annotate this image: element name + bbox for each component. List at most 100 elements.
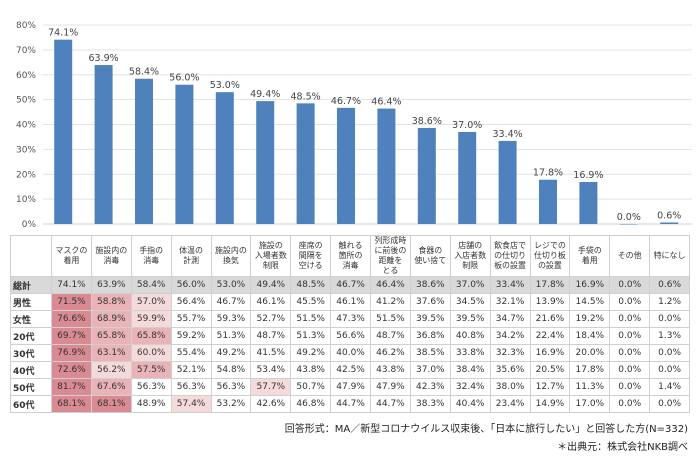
table-cell: 43.8% bbox=[370, 361, 411, 379]
table-cell: 71.5% bbox=[51, 293, 92, 311]
bar bbox=[417, 127, 436, 224]
table-cell: 13.9% bbox=[529, 293, 571, 311]
table-cell: 17.8% bbox=[569, 361, 611, 379]
bar bbox=[539, 179, 557, 224]
table-cell: 47.9% bbox=[370, 378, 411, 396]
table-cell: 48.7% bbox=[370, 327, 411, 345]
y-tick-label: 80% bbox=[16, 21, 36, 31]
table-cell: 68.1% bbox=[51, 395, 92, 413]
table-cell: 46.8% bbox=[290, 395, 332, 413]
table-cell: 65.8% bbox=[130, 327, 172, 345]
table-cell: 47.3% bbox=[330, 310, 371, 328]
table-cell: 44.7% bbox=[370, 395, 411, 413]
table-row: 50代 81.7% 67.6% 56.3% 56.3% 56.3% 57.7% 50.7% 47… bbox=[10, 378, 690, 396]
table-cell: 53.2% bbox=[210, 395, 252, 413]
table-cell: 41.2% bbox=[370, 293, 411, 311]
column-header: その他 bbox=[609, 235, 651, 277]
table-cell: 35.6% bbox=[489, 361, 531, 379]
table-cell: 37.0% bbox=[449, 276, 491, 294]
table-cell: 59.9% bbox=[130, 310, 172, 328]
row-label: 30代 bbox=[10, 344, 52, 362]
table-cell: 59.3% bbox=[210, 310, 252, 328]
data-label: 33.4% bbox=[493, 129, 523, 140]
table-cell: 38.4% bbox=[449, 361, 491, 379]
bar bbox=[94, 65, 113, 224]
data-label: 0.6% bbox=[657, 211, 681, 222]
table-cell: 56.6% bbox=[330, 327, 371, 345]
table-cell: 0.0% bbox=[649, 361, 690, 379]
table-cell: 63.9% bbox=[90, 276, 132, 294]
table-cell: 14.5% bbox=[569, 293, 611, 311]
table-cell: 45.5% bbox=[290, 293, 332, 311]
table-cell: 20.0% bbox=[569, 344, 611, 362]
row-label: 男性 bbox=[10, 293, 52, 311]
table-cell: 46.1% bbox=[330, 293, 371, 311]
table-row: 総計 74.1% 63.9% 58.4% 56.0% 53.0% 49.4% 48.5% 46.… bbox=[10, 276, 690, 294]
data-label: 37.0% bbox=[452, 120, 482, 131]
table-cell: 53.4% bbox=[250, 361, 292, 379]
table-cell: 33.4% bbox=[489, 276, 531, 294]
table-cell: 33.8% bbox=[449, 344, 491, 362]
table-cell: 19.2% bbox=[569, 310, 611, 328]
bar bbox=[296, 103, 315, 224]
table-cell: 0.0% bbox=[649, 310, 690, 328]
corner-cell bbox=[10, 235, 52, 277]
bar bbox=[256, 101, 275, 224]
bar bbox=[619, 224, 638, 225]
bar bbox=[54, 39, 73, 224]
table-cell: 56.2% bbox=[90, 361, 132, 379]
table-cell: 50.7% bbox=[290, 378, 332, 396]
table-cell: 0.0% bbox=[609, 395, 651, 413]
table-cell: 60.0% bbox=[130, 344, 172, 362]
table-cell: 34.2% bbox=[489, 327, 531, 345]
row-label: 総計 bbox=[10, 276, 52, 294]
table-cell: 63.1% bbox=[90, 344, 132, 362]
table-row: 40代 72.6% 56.2% 57.5% 52.1% 54.8% 53.4% 43.8% 42… bbox=[10, 361, 690, 379]
table-cell: 67.6% bbox=[90, 378, 132, 396]
data-label: 56.0% bbox=[169, 73, 199, 84]
table-cell: 1.3% bbox=[649, 327, 690, 345]
table-cell: 49.2% bbox=[290, 344, 332, 362]
table-cell: 16.9% bbox=[529, 344, 571, 362]
column-header: 飲食店で の仕切り 板の設置 bbox=[489, 235, 531, 277]
table-cell: 36.8% bbox=[409, 327, 451, 345]
table-cell: 20.5% bbox=[529, 361, 571, 379]
table-cell: 0.0% bbox=[609, 344, 651, 362]
table-cell: 51.3% bbox=[290, 327, 332, 345]
y-tick-label: 20% bbox=[16, 170, 36, 180]
table-cell: 42.6% bbox=[250, 395, 292, 413]
y-tick-label: 40% bbox=[16, 121, 36, 131]
y-tick-label: 60% bbox=[16, 71, 36, 81]
column-header: 列形成時 に前後の 距離を とる bbox=[370, 235, 411, 277]
table-cell: 34.5% bbox=[449, 293, 491, 311]
bar bbox=[458, 131, 477, 224]
table-cell: 18.4% bbox=[569, 327, 611, 345]
data-label: 49.4% bbox=[250, 89, 280, 100]
bar bbox=[337, 107, 355, 224]
table-cell: 58.4% bbox=[130, 276, 172, 294]
table-cell: 40.0% bbox=[330, 344, 371, 362]
table-cell: 72.6% bbox=[51, 361, 92, 379]
table-cell: 46.1% bbox=[250, 293, 292, 311]
table-cell: 42.3% bbox=[409, 378, 451, 396]
row-label: 50代 bbox=[10, 378, 52, 396]
table-cell: 58.8% bbox=[90, 293, 132, 311]
data-label: 17.8% bbox=[533, 168, 563, 179]
table-cell: 0.0% bbox=[609, 310, 651, 328]
data-label: 46.7% bbox=[331, 96, 361, 107]
data-label: 16.9% bbox=[573, 170, 603, 181]
table-cell: 57.4% bbox=[170, 395, 212, 413]
bar-chart: 0% 10% 20% 30% 40% 50% 60% 70% 80% 74.1% 63.9% 58.4… bbox=[16, 21, 692, 230]
table-cell: 17.0% bbox=[569, 395, 611, 413]
table-cell: 48.5% bbox=[290, 276, 332, 294]
table-cell: 69.7% bbox=[51, 327, 92, 345]
column-header: 食器の 使い捨て bbox=[409, 235, 451, 277]
table-cell: 55.4% bbox=[170, 344, 212, 362]
table-cell: 47.9% bbox=[330, 378, 371, 396]
table-cell: 51.3% bbox=[210, 327, 252, 345]
table-cell: 12.7% bbox=[529, 378, 571, 396]
column-header: 座席の 間隔を 空ける bbox=[290, 235, 332, 277]
table-cell: 0.0% bbox=[609, 361, 651, 379]
table-cell: 38.3% bbox=[409, 395, 451, 413]
bar bbox=[215, 92, 234, 224]
